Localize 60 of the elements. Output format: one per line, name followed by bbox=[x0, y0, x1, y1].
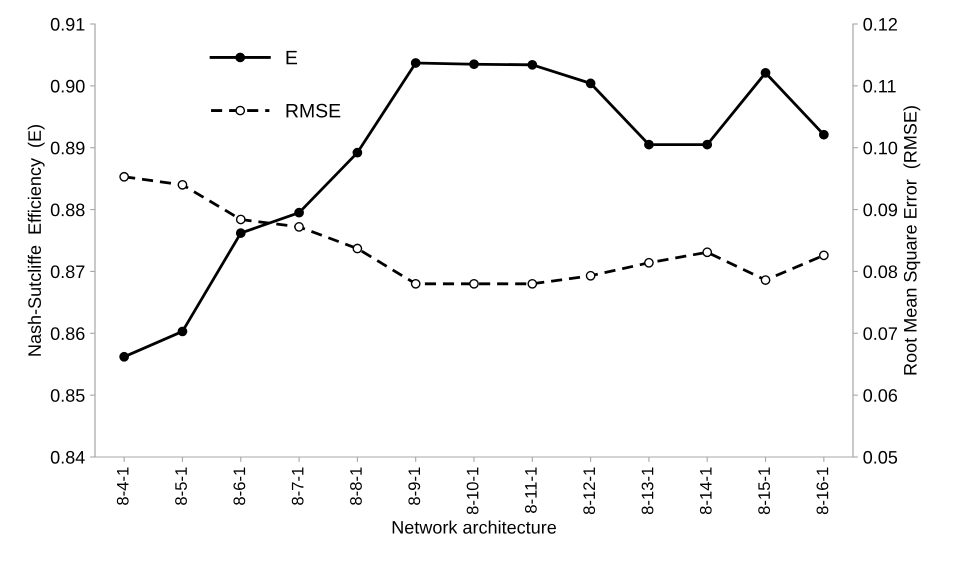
x-tick-label: 8-8-1 bbox=[350, 468, 362, 505]
point bbox=[178, 180, 188, 190]
y-tick-label: 0.89 bbox=[50, 142, 84, 154]
y-tick-label: 0.87 bbox=[50, 265, 84, 278]
y2-tick-label: 0.10 bbox=[863, 142, 898, 154]
y-tick-label: 0.90 bbox=[50, 80, 85, 93]
y-tick-label: 0.86 bbox=[50, 327, 84, 340]
point bbox=[236, 214, 246, 224]
point bbox=[352, 148, 362, 158]
y2-axis-title: Root Mean Square Error (RMSE) bbox=[903, 106, 920, 374]
point bbox=[586, 78, 596, 88]
point bbox=[644, 258, 654, 268]
x-tick-label: 8-11-1 bbox=[524, 468, 537, 513]
y-tick-label: 0.85 bbox=[50, 389, 85, 402]
point bbox=[818, 250, 829, 260]
x-tick-label: 8-10-1 bbox=[466, 468, 478, 514]
point bbox=[119, 172, 130, 182]
y2-tick-label: 0.09 bbox=[863, 204, 898, 216]
point bbox=[527, 278, 538, 289]
point bbox=[294, 222, 304, 232]
y-tick-label: 0.88 bbox=[50, 204, 84, 216]
legend-label: E bbox=[286, 50, 298, 64]
y2-tick-label: 0.06 bbox=[863, 389, 898, 402]
point bbox=[702, 140, 712, 150]
point bbox=[119, 352, 130, 362]
point bbox=[410, 58, 421, 68]
x-tick-label: 8-6-1 bbox=[233, 468, 246, 505]
point bbox=[760, 68, 770, 78]
x-tick-label: 8-14-1 bbox=[700, 468, 712, 514]
x-tick-label: 8-12-1 bbox=[583, 468, 596, 514]
x-tick-label: 8-9-1 bbox=[408, 468, 420, 505]
point bbox=[352, 244, 362, 254]
y2-tick-label: 0.05 bbox=[863, 450, 898, 464]
point bbox=[644, 140, 654, 150]
point bbox=[410, 278, 421, 289]
y-tick-label: 0.91 bbox=[50, 18, 84, 31]
x-tick-label: 8-5-1 bbox=[175, 468, 187, 505]
point bbox=[469, 278, 479, 289]
x-tick-label: 8-13-1 bbox=[642, 468, 654, 514]
point bbox=[527, 60, 538, 70]
legend-label: RMSE bbox=[286, 104, 340, 118]
y2-tick-label: 0.12 bbox=[863, 18, 897, 31]
x-tick-label: 8-4-1 bbox=[116, 468, 129, 505]
y-axis-title: Nash-Sutcliffe Efficiency (E) bbox=[28, 125, 45, 356]
point bbox=[818, 130, 829, 140]
point bbox=[586, 270, 596, 281]
point bbox=[760, 275, 770, 285]
point bbox=[469, 59, 479, 70]
x-tick-label: 8-15-1 bbox=[758, 468, 770, 514]
point bbox=[236, 228, 246, 238]
y2-tick-label: 0.11 bbox=[863, 80, 896, 93]
y2-tick-label: 0.08 bbox=[863, 265, 898, 278]
y-tick-label: 0.84 bbox=[50, 450, 85, 464]
y2-tick-label: 0.07 bbox=[863, 327, 897, 340]
point bbox=[294, 208, 304, 218]
x-tick-label: 8-7-1 bbox=[292, 468, 304, 505]
x-axis-title: Network architecture bbox=[392, 520, 556, 534]
x-tick-label: 8-16-1 bbox=[816, 468, 828, 514]
point bbox=[702, 247, 712, 258]
point bbox=[178, 326, 188, 336]
